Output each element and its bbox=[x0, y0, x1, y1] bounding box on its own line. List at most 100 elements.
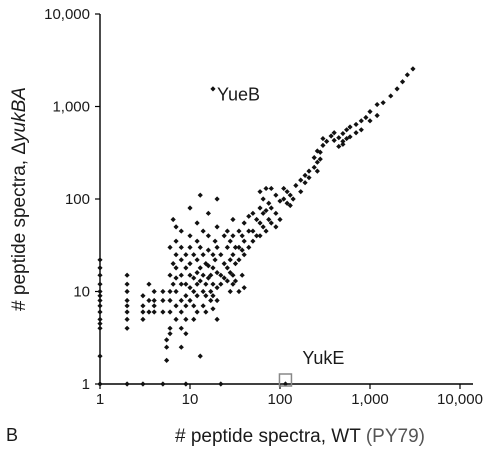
data-point bbox=[260, 196, 266, 202]
data-point bbox=[160, 288, 166, 295]
data-point bbox=[306, 168, 312, 174]
data-point bbox=[302, 172, 308, 178]
data-point bbox=[187, 205, 193, 211]
data-point bbox=[173, 238, 179, 244]
data-point bbox=[273, 224, 279, 230]
data-point bbox=[167, 309, 173, 315]
data-point bbox=[336, 143, 342, 150]
data-point bbox=[151, 309, 157, 315]
y-tick-label: 1,000 bbox=[52, 99, 90, 116]
data-point bbox=[140, 381, 146, 387]
data-point bbox=[257, 205, 263, 211]
data-point bbox=[399, 79, 406, 85]
data-point bbox=[257, 220, 263, 226]
data-point bbox=[317, 149, 323, 155]
data-point bbox=[151, 303, 157, 309]
data-point bbox=[205, 210, 211, 216]
data-point bbox=[232, 261, 239, 267]
data-point bbox=[191, 303, 197, 309]
data-point bbox=[178, 228, 184, 234]
y-tick-label: 10,000 bbox=[44, 6, 90, 23]
data-point bbox=[200, 288, 206, 295]
data-point bbox=[374, 112, 380, 119]
data-point bbox=[298, 177, 304, 183]
data-point bbox=[210, 252, 216, 258]
data-point bbox=[214, 224, 220, 230]
data-point bbox=[268, 205, 274, 211]
data-point bbox=[221, 275, 227, 281]
data-point bbox=[347, 134, 353, 140]
data-point bbox=[241, 220, 247, 226]
data-point bbox=[277, 216, 283, 223]
data-point bbox=[212, 257, 218, 263]
data-point bbox=[336, 135, 342, 141]
data-point bbox=[268, 220, 274, 226]
data-point bbox=[277, 198, 283, 204]
data-point bbox=[340, 138, 346, 144]
data-point bbox=[320, 142, 326, 148]
data-point bbox=[97, 293, 103, 299]
data-point bbox=[268, 185, 274, 192]
data-point bbox=[151, 288, 157, 295]
data-point bbox=[287, 202, 293, 209]
data-point bbox=[263, 185, 269, 192]
data-point bbox=[160, 381, 166, 387]
data-point bbox=[367, 118, 373, 124]
data-point bbox=[266, 200, 272, 206]
data-point bbox=[210, 265, 216, 271]
data-point bbox=[97, 325, 103, 331]
data-point bbox=[183, 265, 189, 271]
data-point bbox=[230, 233, 236, 239]
data-point bbox=[241, 285, 247, 291]
data-point bbox=[388, 93, 394, 99]
data-point bbox=[246, 244, 252, 250]
data-point bbox=[353, 130, 359, 136]
data-point bbox=[281, 196, 287, 202]
data-point bbox=[320, 135, 326, 142]
data-point bbox=[205, 247, 211, 253]
data-point bbox=[173, 252, 179, 258]
data-point bbox=[340, 130, 346, 137]
data-point bbox=[254, 216, 260, 223]
x-tick-label: 1,000 bbox=[351, 391, 389, 408]
data-point bbox=[167, 325, 173, 331]
data-point bbox=[302, 180, 308, 186]
data-point bbox=[224, 228, 230, 234]
data-point bbox=[353, 121, 359, 128]
data-point bbox=[344, 127, 350, 133]
data-point bbox=[183, 316, 189, 322]
data-point bbox=[241, 238, 247, 244]
data-point bbox=[178, 297, 184, 304]
y-axis-title: # peptide spectra, ΔyukBA bbox=[9, 87, 30, 311]
data-point bbox=[97, 381, 103, 387]
data-point bbox=[263, 207, 269, 214]
data-point bbox=[178, 257, 184, 263]
data-point bbox=[367, 109, 373, 115]
data-point bbox=[266, 216, 272, 223]
data-point bbox=[410, 66, 416, 72]
data-point bbox=[140, 309, 146, 315]
data-point bbox=[173, 224, 179, 230]
data-point bbox=[197, 192, 203, 198]
x-tick-label: 10 bbox=[182, 391, 199, 408]
data-point bbox=[284, 200, 290, 206]
data-point bbox=[227, 270, 233, 276]
data-point bbox=[347, 124, 353, 130]
data-point bbox=[224, 244, 230, 250]
data-point bbox=[214, 285, 220, 291]
data-point bbox=[214, 297, 220, 304]
annotation-yueb: YueB bbox=[217, 84, 260, 104]
data-point bbox=[306, 175, 312, 181]
data-point bbox=[197, 265, 203, 271]
data-point bbox=[250, 210, 256, 216]
data-point bbox=[214, 196, 220, 202]
data-point bbox=[227, 238, 233, 244]
data-point bbox=[218, 381, 224, 387]
data-point bbox=[191, 316, 197, 322]
data-point bbox=[293, 182, 299, 189]
data-point bbox=[194, 293, 200, 299]
data-point bbox=[210, 293, 216, 299]
data-point bbox=[210, 281, 216, 287]
data-point bbox=[208, 272, 214, 278]
data-point bbox=[170, 281, 176, 287]
